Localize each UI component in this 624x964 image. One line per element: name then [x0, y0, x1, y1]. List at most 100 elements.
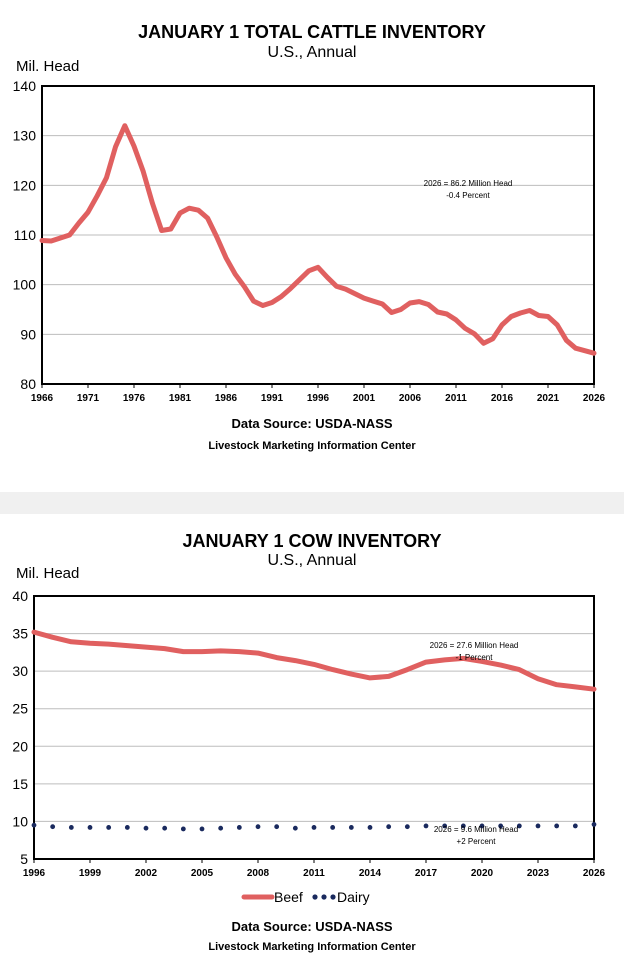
y-tick-label-110: 110 [14, 227, 37, 243]
beef-line [31, 629, 597, 692]
dairy-point-2025 [572, 823, 578, 829]
dairy-point-1996 [31, 822, 37, 828]
dairy-point-2023 [535, 823, 541, 829]
chart1-center: Livestock Marketing Information Center [208, 440, 416, 452]
chart1-plot: 80 90 100 110 120 130 140 1966 1971 1976 1981 1986 1… [13, 78, 606, 404]
x-tick-label-1999: 1999 [79, 868, 102, 879]
x-tick-label-2011: 2011 [445, 393, 467, 404]
annotation-line-1: 2026 = 86.2 Million Head [424, 179, 513, 188]
y-tick-label-90: 90 [20, 326, 36, 342]
dairy-point-2005 [199, 826, 205, 832]
x-tick-label-2023: 2023 [527, 868, 550, 879]
x-tick-label-2005: 2005 [191, 868, 214, 879]
dairy-point-2020 [479, 823, 485, 829]
y-tick-label-35: 35 [12, 626, 28, 642]
dairy-point-2013 [348, 825, 354, 830]
dairy-point-2011 [311, 825, 317, 830]
chart2-subtitle: U.S., Annual [267, 552, 357, 569]
x-tick-label-1981: 1981 [169, 393, 192, 404]
dairy-point-1998 [68, 825, 74, 830]
legend-dairy-label: Dairy [337, 889, 370, 905]
y-tick-label-100: 100 [13, 277, 37, 293]
dairy-point-2018 [442, 823, 448, 829]
dairy-point-1999 [87, 825, 93, 830]
plot-frame [41, 85, 595, 385]
dairy-point-2022 [516, 823, 522, 829]
x-tick-label-2026: 2026 [583, 868, 606, 879]
dairy-annotation-line-2: +2 Percent [457, 837, 497, 846]
dairy-point-2014 [367, 825, 373, 830]
dairy-point-2009 [274, 824, 280, 830]
chart1-ylabel: Mil. Head [16, 58, 80, 75]
x-tick-label-1986: 1986 [215, 393, 238, 404]
plot-frame [33, 595, 595, 860]
chart2-plot: 5 10 15 20 25 30 35 40 1996 1999 2002 2005 2008 2011 2… [12, 588, 606, 905]
y-tick-label-130: 130 [13, 128, 37, 144]
dairy-point-2006 [218, 825, 224, 831]
legend-dairy-swatch-dot-3 [330, 894, 336, 900]
total-cattle-line [39, 123, 597, 356]
legend-dairy-swatch-dot-2 [321, 894, 327, 900]
y-tick-label-25: 25 [12, 701, 28, 717]
dairy-point-2010 [292, 825, 298, 831]
chart1-title: JANUARY 1 TOTAL CATTLE INVENTORY [138, 22, 486, 42]
dairy-point-2000 [106, 825, 112, 830]
dairy-point-2019 [460, 823, 466, 829]
chart2-source: Data Source: USDA-NASS [231, 919, 393, 934]
x-tick-label-1996: 1996 [23, 868, 46, 879]
dairy-point-2017 [423, 823, 429, 829]
y-tick-label-30: 30 [12, 663, 28, 679]
y-tick-label-80: 80 [20, 376, 36, 392]
y-tick-label-10: 10 [12, 813, 28, 829]
x-tick-label-1971: 1971 [77, 393, 100, 404]
dairy-point-2015 [386, 824, 392, 830]
beef-annotation-line-1: 2026 = 27.6 Million Head [430, 641, 519, 650]
dairy-point-2008 [255, 824, 261, 830]
y-tick-label-5: 5 [20, 851, 28, 867]
y-tick-label-40: 40 [12, 588, 28, 604]
chart2-title: JANUARY 1 COW INVENTORY [182, 531, 442, 551]
x-tick-label-2016: 2016 [491, 393, 514, 404]
dairy-point-2007 [236, 825, 242, 830]
x-tick-label-2001: 2001 [353, 393, 376, 404]
x-tick-label-2002: 2002 [135, 868, 158, 879]
chart2-center: Livestock Marketing Information Center [208, 941, 416, 953]
y-tick-label-140: 140 [13, 78, 37, 94]
x-tick-label-1991: 1991 [261, 393, 284, 404]
x-tick-label-1976: 1976 [123, 393, 146, 404]
y-tick-label-120: 120 [13, 177, 37, 193]
panel-separator [0, 492, 624, 514]
x-tick-label-2011: 2011 [303, 868, 325, 879]
x-tick-label-2008: 2008 [247, 868, 270, 879]
annotation-line-2: -0.4 Percent [446, 191, 490, 200]
x-tick-label-2026: 2026 [583, 393, 606, 404]
beef-annotation-line-2: -1 Percent [456, 653, 494, 662]
chart2-ylabel: Mil. Head [16, 565, 80, 582]
x-tick-label-1996: 1996 [307, 393, 330, 404]
y-tick-label-15: 15 [12, 776, 28, 792]
dairy-point-1997 [50, 824, 56, 830]
dairy-point-2012 [330, 825, 336, 830]
x-tick-label-2014: 2014 [359, 868, 382, 879]
x-tick-label-2017: 2017 [415, 868, 438, 879]
legend-beef-label: Beef [274, 889, 303, 905]
dairy-point-2026 [591, 822, 597, 827]
dairy-point-2002 [143, 825, 149, 831]
dairy-annotation-line-1: 2026 = 9.6 Million Head [434, 825, 518, 834]
total-cattle-chart-panel: JANUARY 1 TOTAL CATTLE INVENTORY U.S., A… [12, 22, 606, 452]
x-tick-label-2006: 2006 [399, 393, 422, 404]
chart1-subtitle: U.S., Annual [267, 44, 357, 61]
dairy-point-2001 [124, 825, 130, 830]
dairy-point-2004 [180, 826, 186, 832]
dairy-point-2016 [404, 824, 410, 830]
dairy-point-2021 [498, 823, 504, 829]
y-tick-label-20: 20 [12, 738, 28, 754]
dairy-point-2003 [162, 825, 168, 831]
x-tick-label-1966: 1966 [31, 393, 54, 404]
x-tick-label-2020: 2020 [471, 868, 494, 879]
x-tick-label-2021: 2021 [537, 393, 560, 404]
dairy-point-2024 [554, 823, 560, 829]
chart1-source: Data Source: USDA-NASS [231, 416, 393, 431]
legend-dairy-swatch-dot-1 [312, 894, 318, 900]
cow-inventory-chart-panel: JANUARY 1 COW INVENTORY U.S., Annual Mil… [0, 514, 624, 964]
